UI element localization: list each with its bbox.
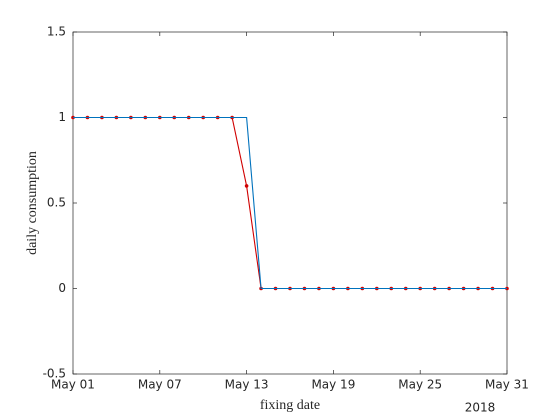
y-axis-label: daily consumption (25, 151, 40, 255)
x-axis-label: fixing date (260, 398, 320, 413)
y-tick-label: 1.5 (47, 25, 66, 39)
x-tick-label: May 19 (311, 378, 355, 392)
x-tick-label: May 13 (225, 378, 269, 392)
x-secondary-label: 2018 (465, 401, 496, 415)
y-tick-label: 0 (58, 281, 66, 295)
x-tick-label: May 31 (485, 378, 529, 392)
data-point (244, 184, 249, 188)
x-tick-label: May 01 (51, 378, 95, 392)
x-tick-label: May 25 (398, 378, 442, 392)
plot-box (72, 31, 508, 375)
y-tick-label: -0.5 (43, 367, 66, 381)
y-tick-label: 0.5 (47, 196, 66, 210)
series-line (73, 116, 507, 290)
x-tick-label: May 07 (138, 378, 182, 392)
y-tick-label: 1 (58, 110, 66, 124)
